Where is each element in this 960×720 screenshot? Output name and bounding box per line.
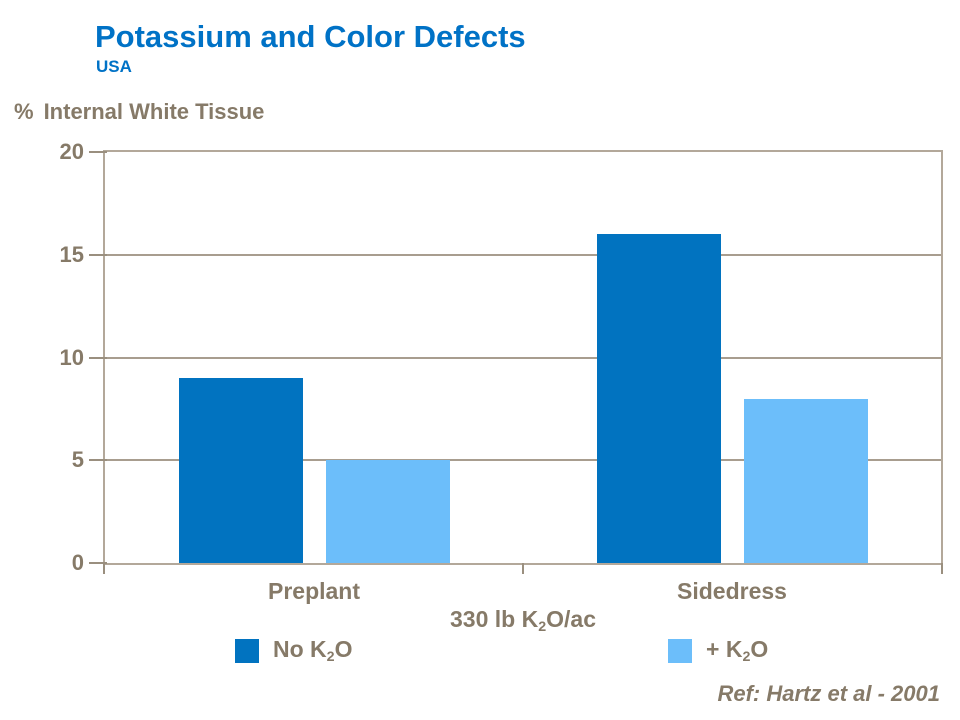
legend-label-plus-k2o: + K2O: [706, 636, 769, 666]
x-tick-1: [522, 563, 524, 574]
y-axis-title-text: Internal White Tissue: [43, 99, 265, 124]
x-axis-label-subscript: 2: [538, 619, 547, 636]
x-axis-label: 330 lb K2O/ac: [103, 605, 943, 637]
bar-sidedress-no-k2o: [596, 234, 721, 563]
y-tick-15: [89, 253, 107, 256]
legend-entry-plus-k2o: + K2O: [668, 636, 769, 666]
plot-area: [89, 150, 943, 574]
bar-preplant-no-k2o: [178, 378, 303, 563]
x-axis-category-labels: Preplant Sidedress: [103, 578, 943, 606]
x-axis-label-text: 330 lb K: [449, 606, 539, 632]
chart-title: Potassium and Color Defects: [95, 19, 526, 54]
y-tick-label-15: 15: [59, 241, 84, 267]
x-tick-2: [941, 563, 943, 574]
gridline-10: [105, 356, 941, 359]
x-tick-0: [103, 563, 105, 574]
y-tick-label-0: 0: [71, 550, 84, 575]
category-label-sidedress: Sidedress: [677, 578, 787, 604]
chart-subtitle: USA: [96, 57, 132, 76]
legend-swatch-no-k2o: [235, 639, 259, 663]
bar-sidedress-plus-k2o: [743, 398, 868, 563]
bar-preplant-plus-k2o: [325, 460, 450, 563]
y-tick-0: [89, 562, 107, 564]
y-tick-20: [89, 151, 107, 153]
y-tick-5: [89, 459, 107, 462]
reference-text: Ref: Hartz et al - 2001: [717, 681, 940, 706]
legend-label-no-k2o: No K2O: [273, 636, 353, 666]
legend-swatch-plus-k2o: [668, 639, 692, 663]
x-axis-label-text-2: O/ac: [546, 606, 597, 632]
y-tick-label-5: 5: [71, 447, 84, 473]
y-tick-label-10: 10: [59, 344, 84, 370]
gridline-5: [105, 459, 941, 462]
category-label-preplant: Preplant: [267, 578, 361, 604]
legend-entry-no-k2o: No K2O: [235, 636, 353, 666]
y-tick-label-20: 20: [59, 139, 84, 164]
y-tick-10: [89, 356, 107, 359]
y-axis-title-symbol: %: [14, 99, 34, 124]
gridline-15: [105, 253, 941, 256]
y-axis-title: % Internal White Tissue: [14, 99, 264, 125]
y-axis-tick-labels: 0 5 10 15 20: [0, 140, 84, 575]
